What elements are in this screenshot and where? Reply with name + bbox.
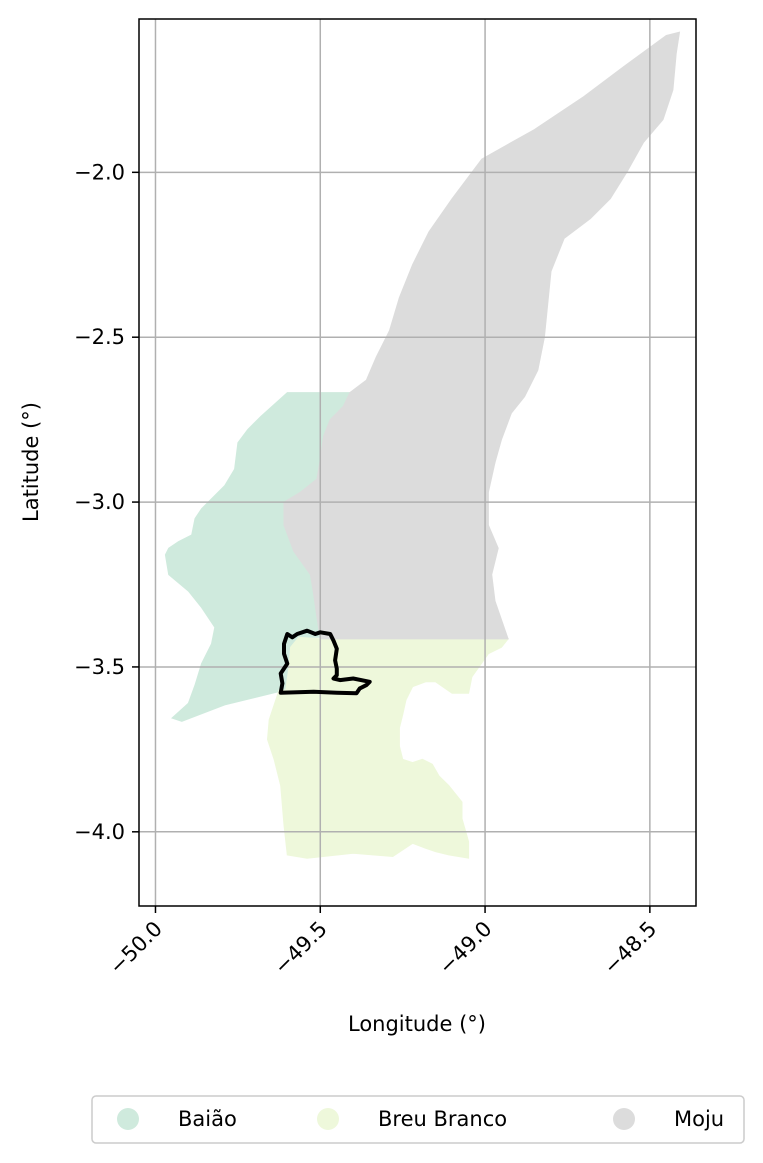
y-axis-label: Latitude (°) [19, 402, 43, 522]
y-tick-label: −2.5 [74, 325, 125, 349]
highlight-layer [278, 628, 372, 696]
y-ticks: −2.0 −2.5 −3.0 −3.5 −4.0 [74, 160, 139, 844]
y-tick-label: −3.0 [74, 490, 125, 514]
legend-entries: Baião Breu Branco Moju [117, 1107, 724, 1131]
highlight-boundary [278, 628, 372, 696]
legend-label: Baião [178, 1107, 237, 1131]
region-breu-branco [266, 636, 510, 859]
x-tick-label: −49.5 [269, 917, 331, 979]
legend-marker [613, 1108, 635, 1130]
x-ticks: −50.0 −49.5 −49.0 −48.5 [105, 906, 661, 979]
legend-label: Breu Branco [378, 1107, 507, 1131]
y-tick-label: −4.0 [74, 820, 125, 844]
legend: Baião Breu Branco Moju [91, 1095, 745, 1144]
legend-label: Moju [674, 1107, 724, 1131]
y-tick-label: −2.0 [74, 160, 125, 184]
x-tick-label: −50.0 [105, 917, 167, 979]
plot-frame [138, 18, 697, 907]
y-tick-label: −3.5 [74, 655, 125, 679]
legend-marker [117, 1108, 139, 1130]
gridlines [139, 19, 696, 906]
legend-marker [317, 1108, 339, 1130]
x-axis-label: Longitude (°) [348, 1012, 486, 1036]
legend-frame [91, 1095, 745, 1144]
region-moju [283, 31, 681, 640]
x-tick-label: −49.0 [434, 917, 496, 979]
x-tick-label: −48.5 [599, 917, 661, 979]
regions-layer [164, 31, 681, 859]
